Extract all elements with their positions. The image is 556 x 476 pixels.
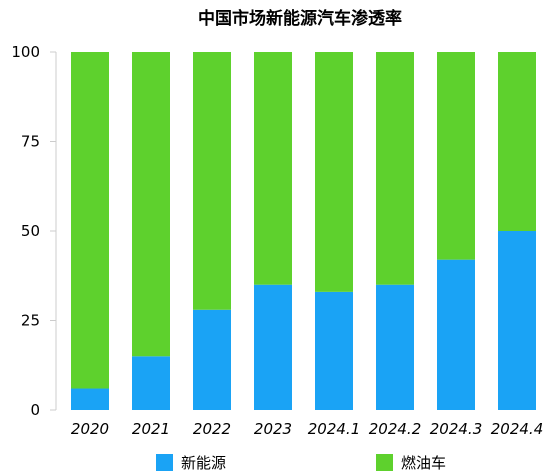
bar-ice-2023 (254, 52, 292, 285)
bar-ice-2024.1 (315, 52, 353, 292)
legend-label: 燃油车 (401, 454, 446, 472)
y-axis-ticks: 0 25 50 75 100 (11, 43, 56, 419)
legend: 新能源 燃油车 (156, 454, 446, 472)
bar-ice-2020 (71, 52, 109, 389)
x-tick-label: 2023 (254, 420, 292, 438)
x-tick-label: 2024.3 (430, 420, 483, 438)
bar-ice-2024.2 (376, 52, 414, 285)
bar-nev-2022 (193, 309, 231, 410)
bar-nev-2024.1 (315, 291, 353, 410)
bar-ice-2024.3 (437, 52, 475, 260)
bar-nev-2021 (132, 356, 170, 410)
legend-swatch (156, 454, 173, 471)
y-tick-label: 25 (21, 312, 40, 330)
x-tick-label: 2021 (132, 420, 170, 438)
x-tick-label: 2020 (71, 420, 109, 438)
bar-nev-2023 (254, 284, 292, 410)
legend-label: 新能源 (181, 454, 226, 472)
x-tick-label: 2022 (193, 420, 231, 438)
x-tick-label: 2024.4 (491, 420, 544, 438)
bar-ice-2021 (132, 52, 170, 357)
legend-swatch (376, 454, 393, 471)
y-tick-label: 75 (21, 133, 40, 151)
bar-nev-2020 (71, 388, 109, 410)
bar-ice-2024.4 (498, 52, 536, 231)
y-tick-label: 100 (11, 43, 40, 61)
x-tick-label: 2024.2 (369, 420, 422, 438)
bar-nev-2024.4 (498, 231, 536, 410)
y-tick-label: 50 (21, 222, 40, 240)
bar-nev-2024.2 (376, 284, 414, 410)
chart-title: 中国市场新能源汽车渗透率 (198, 8, 402, 29)
bars (71, 52, 536, 410)
y-tick-label: 0 (30, 401, 40, 419)
x-axis-ticks: 2020 2021 2022 2023 2024.1 2024.2 2024.3 2024.4 (71, 420, 543, 438)
bar-nev-2024.3 (437, 259, 475, 410)
x-tick-label: 2024.1 (308, 420, 361, 438)
bar-ice-2022 (193, 52, 231, 310)
